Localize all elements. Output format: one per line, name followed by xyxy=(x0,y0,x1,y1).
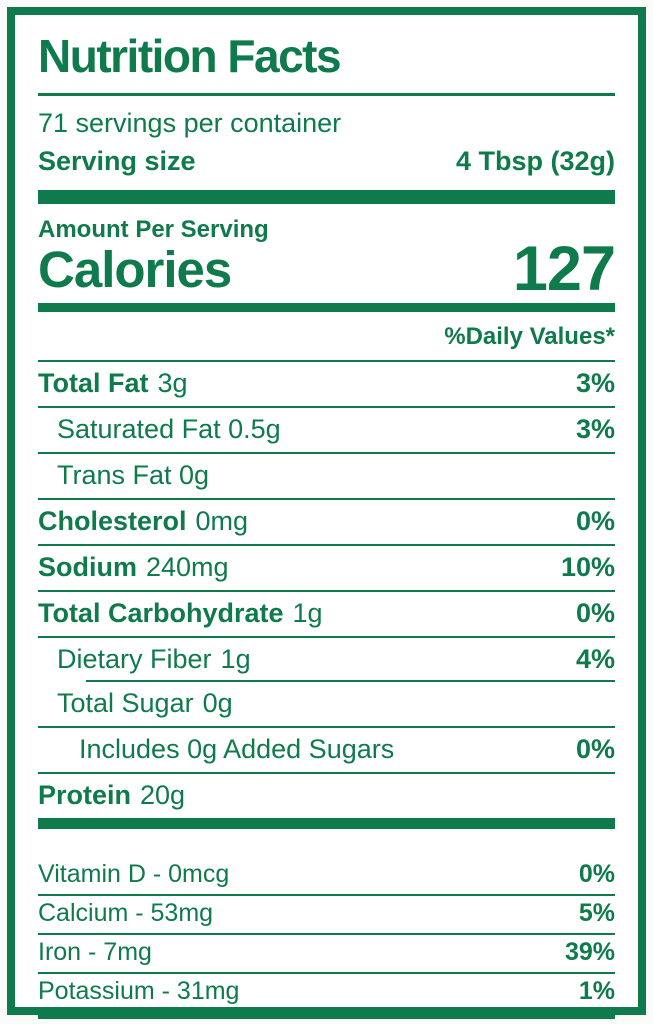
nutrient-amount: 1g xyxy=(292,598,323,629)
nutrient-dv: 10% xyxy=(560,552,615,583)
nutrient-row-trans-fat: Trans Fat 0g xyxy=(38,452,615,498)
nutrient-dv: 0% xyxy=(575,734,615,765)
vitamins-spacer xyxy=(38,829,615,857)
daily-values-header: %Daily Values* xyxy=(444,323,615,351)
vitamin-row-calcium: Calcium - 53mg 5% xyxy=(38,894,615,933)
nutrient-row-dietary-fiber: Dietary Fiber 1g 4% xyxy=(38,636,615,682)
nutrient-name: Cholesterol xyxy=(38,506,187,537)
calories-label: Calories xyxy=(38,241,232,299)
nutrient-row-total-carbohydrate: Total Carbohydrate 1g 0% xyxy=(38,590,615,636)
nutrient-name: Dietary Fiber xyxy=(57,644,212,675)
nutrient-row-cholesterol: Cholesterol 0mg 0% xyxy=(38,498,615,544)
nutrient-row-sodium: Sodium 240mg 10% xyxy=(38,544,615,590)
nutrient-row-total-sugar: Total Sugar 0g xyxy=(38,680,615,726)
serving-size-label: Serving size xyxy=(38,145,196,176)
nutrient-name: Includes 0g Added Sugars xyxy=(79,734,395,765)
nutrient-dv: 3% xyxy=(575,368,615,399)
amount-per-serving-label: Amount Per Serving xyxy=(38,215,269,243)
nutrient-row-saturated-fat: Saturated Fat 0.5g 3% xyxy=(38,406,615,452)
nutrient-row-total-fat: Total Fat 3g 3% xyxy=(38,360,615,406)
nutrient-amount: 20g xyxy=(140,780,186,811)
nutrient-dv: 0% xyxy=(575,598,615,629)
nutrient-dv: 3% xyxy=(575,414,615,445)
vitamin-dv: 5% xyxy=(578,899,615,928)
nutrient-name: Saturated Fat 0.5g xyxy=(57,414,281,445)
nutrient-amount: 240mg xyxy=(146,552,229,583)
nutrient-amount: 0mg xyxy=(195,506,249,537)
vitamin-name: Iron - 7mg xyxy=(38,938,152,967)
nutrient-name: Trans Fat 0g xyxy=(57,460,210,491)
servings-per-container: 71 servings per container xyxy=(38,107,342,138)
serving-size-value: 4 Tbsp (32g) xyxy=(455,145,615,176)
vitamin-row-vitamin-d: Vitamin D - 0mcg 0% xyxy=(38,857,615,894)
vitamin-name: Potassium - 31mg xyxy=(38,977,240,1006)
nutrient-rows: Total Fat 3g 3% Saturated Fat 0.5g 3% Tra… xyxy=(38,360,615,818)
serving-size-row: Serving size 4 Tbsp (32g) xyxy=(38,139,615,190)
nutrient-name: Total Fat xyxy=(38,368,149,399)
nutrient-name: Protein xyxy=(38,780,132,811)
vitamin-rows: Vitamin D - 0mcg 0% Calcium - 53mg 5% Ir… xyxy=(38,857,615,1011)
nutrient-amount: 1g xyxy=(220,644,251,675)
nutrient-dv: 0% xyxy=(575,506,615,537)
vitamin-dv: 1% xyxy=(578,977,615,1006)
thick-divider-bottom xyxy=(38,1011,615,1020)
daily-value-footnote: *The % Daily Value (DV) tells you how mu… xyxy=(38,1019,615,1024)
nutrient-amount: 3g xyxy=(157,368,188,399)
nutrition-facts-label: Nutrition Facts 71 servings per containe… xyxy=(7,7,646,1020)
calories-value: 127 xyxy=(512,233,616,304)
nutrient-name: Total Carbohydrate xyxy=(38,598,284,629)
nutrient-amount: 0g xyxy=(202,688,233,719)
vitamin-dv: 39% xyxy=(564,938,615,967)
vitamin-row-potassium: Potassium - 31mg 1% xyxy=(38,972,615,1011)
nutrient-row-protein: Protein 20g xyxy=(38,772,615,818)
title-divider xyxy=(38,92,615,96)
nutrient-name: Total Sugar xyxy=(57,688,194,719)
calories-divider xyxy=(38,303,615,313)
vitamin-name: Calcium - 53mg xyxy=(38,899,214,928)
nutrient-dv: 4% xyxy=(575,644,615,675)
label-title: Nutrition Facts xyxy=(38,30,342,82)
nutrient-row-added-sugars: Includes 0g Added Sugars 0% xyxy=(38,726,615,772)
calories-row: Calories 127 xyxy=(38,233,616,304)
thick-divider-middle xyxy=(38,818,615,830)
nutrient-name: Sodium xyxy=(38,552,137,583)
vitamin-dv: 0% xyxy=(578,860,615,889)
vitamin-name: Vitamin D - 0mcg xyxy=(38,860,230,889)
thick-divider-top xyxy=(38,189,615,204)
vitamin-row-iron: Iron - 7mg 39% xyxy=(38,933,615,972)
